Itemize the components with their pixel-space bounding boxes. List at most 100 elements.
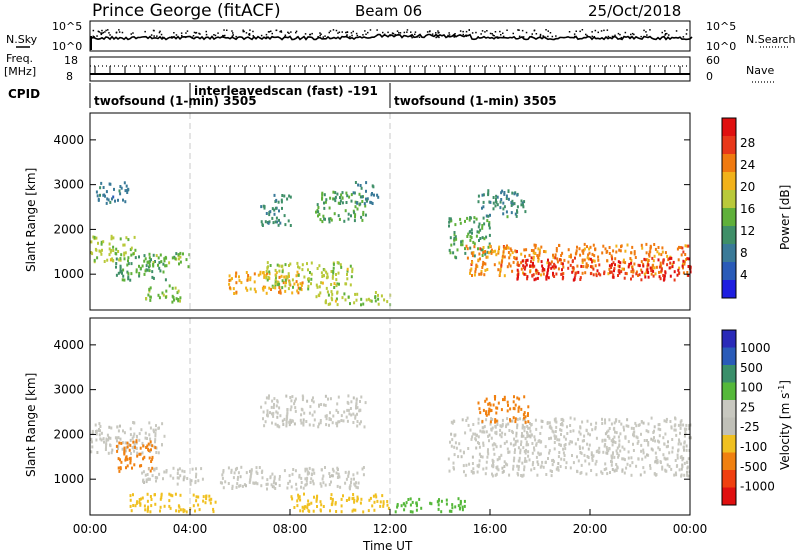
noise-search-point — [631, 32, 634, 35]
range-cell — [474, 270, 477, 274]
range-cell — [127, 272, 130, 276]
range-cell — [277, 283, 280, 287]
range-cell — [179, 296, 182, 300]
noise-search-point — [130, 33, 132, 35]
range-cell — [472, 467, 475, 471]
range-cell — [509, 407, 512, 411]
range-cell — [407, 498, 410, 501]
range-cell — [283, 469, 286, 473]
range-cell — [354, 484, 357, 488]
range-cell — [127, 277, 130, 281]
range-cell — [304, 483, 307, 487]
freq-tick-top: 18 — [64, 54, 78, 67]
range-cell — [626, 462, 629, 466]
range-cell — [526, 435, 529, 439]
range-cell — [150, 258, 152, 262]
range-cell — [274, 482, 277, 486]
range-cell — [360, 395, 363, 399]
range-cell — [149, 295, 152, 299]
range-cell — [159, 505, 162, 509]
range-cell — [449, 217, 452, 221]
range-cell — [174, 286, 177, 290]
range-cell — [157, 256, 160, 260]
range-cell — [589, 245, 592, 249]
range-cell — [284, 223, 287, 227]
noise-search-point — [530, 35, 533, 38]
noise-search-point — [512, 32, 514, 35]
range-cell — [337, 201, 340, 205]
range-cell — [516, 210, 519, 214]
range-cell — [465, 244, 468, 248]
range-cell — [488, 223, 491, 227]
range-cell — [210, 497, 213, 501]
range-cell — [345, 477, 348, 481]
range-cell — [524, 420, 527, 424]
range-cell — [687, 474, 690, 478]
range-cell — [521, 461, 524, 465]
range-cell — [345, 201, 348, 204]
range-cell — [541, 269, 544, 273]
range-cell — [268, 270, 271, 274]
range-cell — [332, 271, 335, 275]
range-cell — [328, 472, 331, 475]
noise-search-point — [447, 34, 449, 37]
range-cell — [475, 264, 478, 268]
range-cell — [107, 198, 110, 202]
noise-search-point — [396, 30, 399, 32]
range-cell — [289, 262, 292, 266]
range-cell — [303, 411, 306, 415]
range-cell — [128, 448, 131, 452]
range-cell — [464, 473, 467, 477]
range-cell — [276, 415, 279, 419]
range-cell — [483, 262, 486, 265]
range-cell — [687, 424, 690, 428]
range-cell — [91, 445, 94, 449]
range-cell — [119, 257, 122, 261]
noise-search-point — [222, 34, 224, 37]
range-cell — [222, 486, 225, 490]
range-cell — [646, 268, 649, 272]
range-cell — [685, 258, 687, 261]
range-cell — [117, 250, 120, 253]
range-cell — [179, 251, 182, 255]
range-cell — [174, 492, 177, 496]
range-cell — [485, 413, 488, 417]
range-cell — [601, 471, 604, 475]
range-cell — [144, 431, 147, 435]
range-cell — [356, 406, 359, 410]
range-cell — [662, 258, 665, 262]
range-cell — [576, 264, 579, 268]
range-cell — [687, 457, 690, 461]
range-cell — [552, 271, 554, 275]
range-cell — [350, 214, 352, 218]
range-cell — [103, 440, 105, 444]
range-cell — [484, 262, 487, 266]
range-cell — [645, 242, 648, 246]
range-cell — [185, 510, 188, 514]
noise-right-tick-bottom: 10^0 — [706, 40, 736, 53]
range-cell — [461, 243, 464, 247]
range-cell — [493, 452, 496, 456]
range-cell — [534, 243, 537, 247]
range-cell — [461, 239, 464, 243]
range-cell — [652, 274, 655, 278]
range-cell — [90, 450, 93, 454]
range-cell — [367, 297, 370, 301]
range-cell — [624, 249, 627, 253]
range-cell — [173, 298, 175, 302]
range-cell — [297, 496, 300, 500]
range-cell — [299, 498, 302, 502]
range-cell — [338, 217, 341, 221]
range-cell — [514, 442, 517, 446]
range-cell — [272, 481, 275, 485]
range-cell — [618, 248, 621, 252]
cpid-row: CPID twofsound (1-min) 3505 interleaveds… — [8, 83, 557, 108]
range-cell — [531, 274, 534, 277]
range-cell — [178, 505, 181, 509]
range-cell — [591, 458, 594, 462]
range-cell — [641, 270, 644, 274]
range-cell — [480, 269, 483, 273]
range-cell — [523, 272, 526, 276]
range-cell — [572, 266, 575, 270]
range-cell — [304, 468, 307, 471]
